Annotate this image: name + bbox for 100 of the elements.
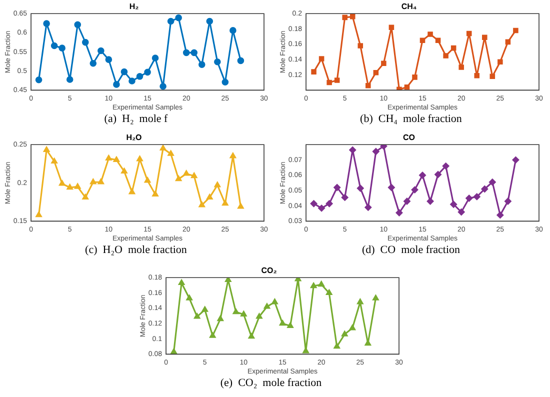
point <box>420 38 426 44</box>
point <box>489 178 496 186</box>
text: (a) H₂ mole f <box>103 112 169 127</box>
point <box>504 198 512 205</box>
point <box>230 27 236 34</box>
point <box>396 209 403 216</box>
point <box>186 294 192 300</box>
point <box>482 34 488 40</box>
point <box>498 59 503 64</box>
point <box>198 61 206 68</box>
chart-title: H₂ <box>129 2 140 12</box>
point <box>98 47 104 54</box>
point <box>404 84 410 90</box>
point <box>160 82 166 90</box>
point <box>380 144 388 150</box>
point <box>144 68 151 76</box>
point <box>240 310 247 316</box>
point <box>170 348 177 354</box>
text: (e) CO₂ mole fraction <box>219 376 323 391</box>
point <box>388 184 395 191</box>
point <box>120 68 128 76</box>
point <box>496 212 504 218</box>
point <box>412 74 418 80</box>
point <box>206 18 214 25</box>
point <box>50 42 58 50</box>
point <box>183 170 190 176</box>
point <box>318 56 324 62</box>
chart-title: H₂O <box>126 133 142 142</box>
point <box>481 186 488 192</box>
point <box>326 200 333 207</box>
point <box>364 204 372 211</box>
point <box>310 200 318 207</box>
point <box>136 156 143 162</box>
point <box>426 198 434 205</box>
point <box>349 146 356 154</box>
chart-title: CO₂ <box>261 266 278 276</box>
point <box>113 81 120 88</box>
point <box>167 18 174 25</box>
chart-title: CH₄ <box>401 2 417 12</box>
point <box>214 182 220 188</box>
point <box>66 76 74 83</box>
text: (d) CO mole fraction <box>360 243 462 258</box>
point <box>356 184 364 192</box>
point <box>152 54 159 62</box>
text: (c) H₂O mole fraction <box>84 243 188 258</box>
point <box>222 78 229 86</box>
point <box>350 14 356 20</box>
point <box>435 38 441 44</box>
point <box>388 24 394 30</box>
point <box>458 64 464 70</box>
point <box>326 80 332 86</box>
point <box>82 38 89 46</box>
point <box>36 212 42 218</box>
point <box>144 177 151 183</box>
point <box>342 14 348 20</box>
point <box>473 193 480 200</box>
point <box>287 322 294 328</box>
point <box>474 73 480 78</box>
point <box>341 194 348 201</box>
point <box>43 20 50 27</box>
point <box>450 200 457 208</box>
point <box>105 56 112 63</box>
point <box>466 30 472 36</box>
point <box>237 57 244 64</box>
point <box>136 73 144 80</box>
point <box>190 49 198 56</box>
point <box>59 180 66 186</box>
point <box>74 183 81 189</box>
point <box>450 45 456 51</box>
point <box>512 156 520 164</box>
point <box>490 74 496 80</box>
point <box>35 76 42 84</box>
point <box>194 313 200 319</box>
point <box>222 200 228 206</box>
point <box>128 78 136 84</box>
point <box>349 324 356 330</box>
point <box>443 53 448 58</box>
point <box>411 186 418 194</box>
point <box>210 332 216 338</box>
point <box>128 188 136 194</box>
point <box>381 60 386 66</box>
point <box>513 28 518 34</box>
point <box>202 306 208 312</box>
point <box>334 343 340 349</box>
point <box>58 44 66 52</box>
point <box>458 208 465 216</box>
point <box>256 313 262 319</box>
point <box>264 303 270 309</box>
point <box>175 14 182 22</box>
point <box>358 43 364 48</box>
point <box>106 154 112 160</box>
point <box>238 203 244 209</box>
point <box>311 69 316 74</box>
point <box>396 86 402 90</box>
point <box>90 60 97 67</box>
point <box>74 21 82 28</box>
point <box>466 194 473 202</box>
point <box>434 171 442 178</box>
point <box>152 190 158 196</box>
point <box>442 162 450 170</box>
